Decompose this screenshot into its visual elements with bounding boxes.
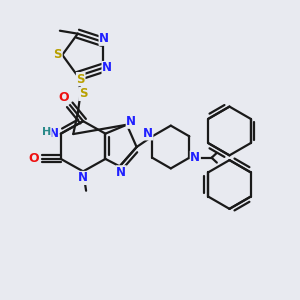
Text: N: N: [99, 32, 109, 45]
Text: N: N: [116, 166, 126, 179]
Text: N: N: [126, 115, 136, 128]
Text: N: N: [48, 127, 59, 140]
Text: O: O: [58, 91, 69, 104]
Text: N: N: [78, 171, 88, 184]
Text: N: N: [102, 61, 112, 74]
Text: O: O: [29, 152, 39, 165]
Text: S: S: [54, 48, 62, 62]
Text: S: S: [79, 87, 87, 101]
Text: N: N: [143, 127, 153, 140]
Text: S: S: [76, 73, 85, 85]
Text: N: N: [190, 151, 200, 164]
Text: H: H: [42, 127, 51, 137]
